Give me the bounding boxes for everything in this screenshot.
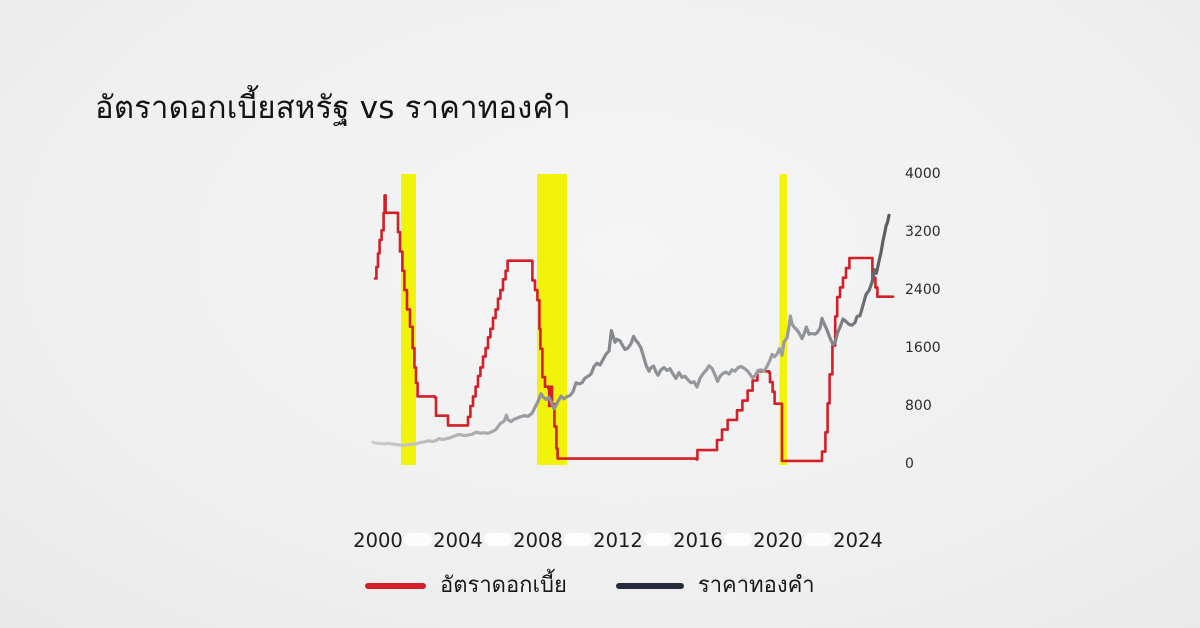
x-tick-label: 2016 (673, 529, 723, 552)
chart-legend: อัตราดอกเบี้ย ราคาทองคำ (365, 570, 815, 602)
x-tick-label: 2012 (593, 529, 643, 552)
y-tick-label: 1600 (905, 340, 941, 356)
x-tick-label: 2008 (513, 529, 563, 552)
legend-label-gold-price: ราคาทองคำ (697, 573, 815, 598)
x-axis-strip (564, 533, 592, 546)
legend-label-interest-rate: อัตราดอกเบี้ย (440, 573, 567, 598)
x-tick-label: 2000 (353, 529, 403, 552)
recession-band (537, 174, 567, 465)
y-tick-label: 0 (905, 456, 914, 472)
interest-rate-line (373, 194, 895, 463)
x-axis-strip (404, 533, 432, 546)
y-tick-label: 3200 (905, 224, 941, 240)
recession-band (401, 174, 416, 465)
page-title: อัตราดอกเบี้ยสหรัฐ vs ราคาทองคำ (95, 90, 571, 126)
legend-swatch-gold-price (615, 583, 684, 589)
x-tick-label: 2020 (753, 529, 803, 552)
y-tick-label: 800 (905, 398, 932, 414)
y-tick-label: 4000 (905, 166, 941, 182)
recession-band (779, 174, 787, 465)
x-axis-strip (644, 533, 672, 546)
gold-price-line (371, 213, 891, 447)
x-axis-strip (484, 533, 512, 546)
legend-swatch-interest-rate (365, 583, 426, 589)
y-tick-label: 2400 (905, 282, 941, 298)
x-axis-strip (724, 533, 752, 546)
x-tick-label: 2024 (833, 529, 883, 552)
x-tick-label: 2004 (433, 529, 483, 552)
x-axis-strip (804, 533, 832, 546)
